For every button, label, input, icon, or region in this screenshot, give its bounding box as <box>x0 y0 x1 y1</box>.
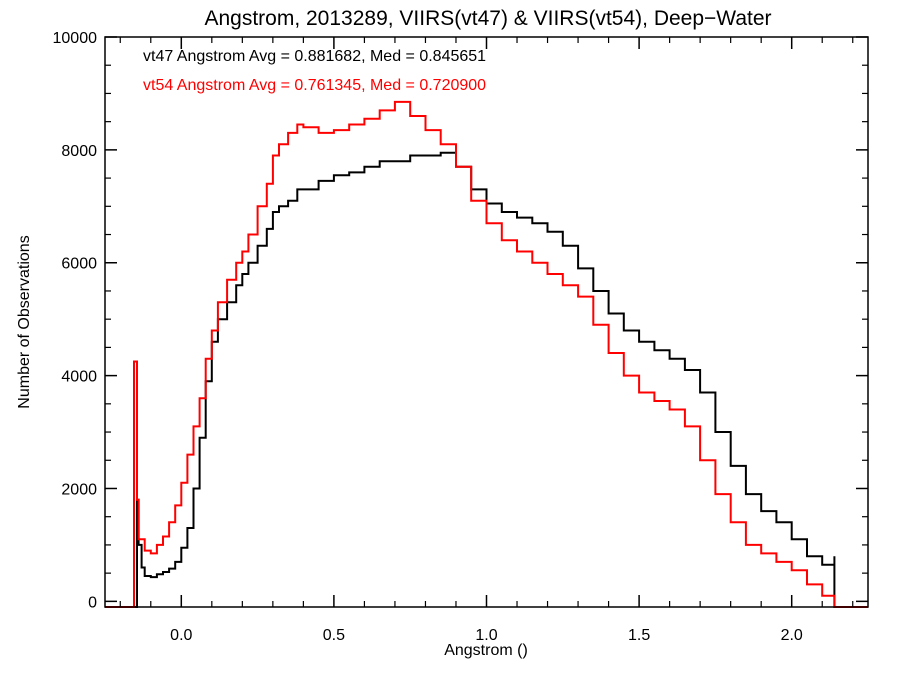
y-axis: 0 2000 4000 6000 8000 10000 <box>53 30 868 611</box>
vt47-stats-annotation: vt47 Angstrom Avg = 0.881682, Med = 0.84… <box>143 48 486 65</box>
series-line-0 <box>105 151 868 608</box>
y-tick-label: 8000 <box>61 143 97 160</box>
y-tick-label: 0 <box>88 594 97 611</box>
plot-frame <box>104 36 869 608</box>
x-axis-label: Angstrom () <box>444 642 528 659</box>
x-axis: 0.0 0.5 1.0 1.5 2.0 <box>119 37 854 644</box>
series-line-1 <box>105 100 868 608</box>
y-tick-label: 4000 <box>61 369 97 386</box>
x-tick-label: 1.5 <box>628 627 650 644</box>
x-tick-label: 1.0 <box>475 627 497 644</box>
y-tick-label: 10000 <box>53 30 98 47</box>
chart-title: Angstrom, 2013289, VIIRS(vt47) & VIIRS(v… <box>204 7 771 30</box>
x-tick-label: 0.5 <box>323 627 345 644</box>
y-tick-label: 6000 <box>61 256 97 273</box>
x-tick-label: 0.0 <box>170 627 192 644</box>
x-tick-label: 2.0 <box>781 627 803 644</box>
series-layer <box>105 100 868 608</box>
y-axis-label: Number of Observations <box>16 235 33 408</box>
y-tick-label: 2000 <box>61 481 97 498</box>
vt54-stats-annotation: vt54 Angstrom Avg = 0.761345, Med = 0.72… <box>143 77 486 94</box>
